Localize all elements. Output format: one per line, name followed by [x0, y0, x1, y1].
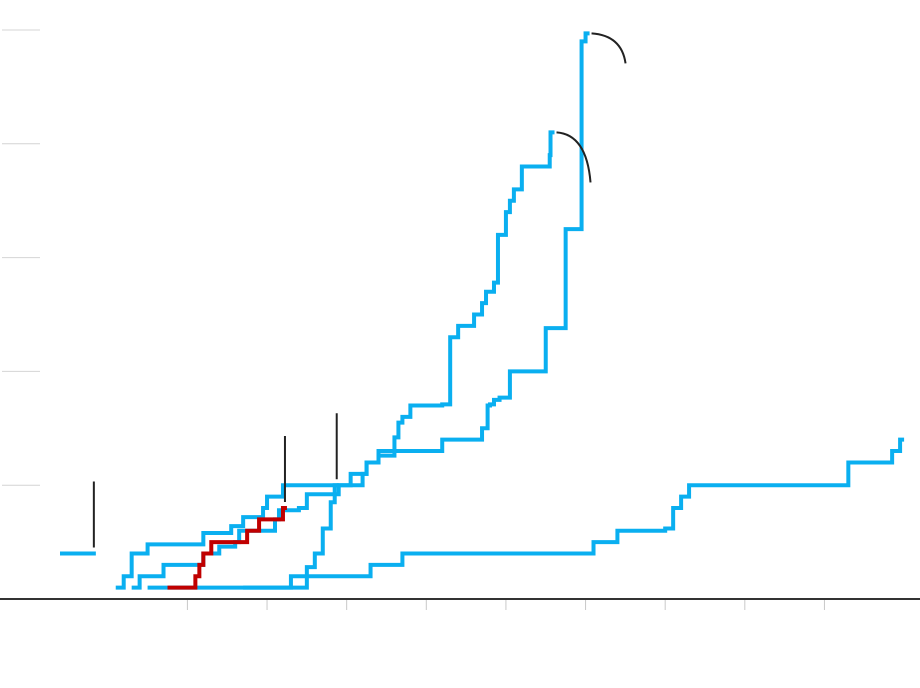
annotation-group [92, 32, 627, 548]
highlight-series-line [167, 505, 287, 590]
series-line-2 [131, 130, 555, 590]
annotation-curve-leader [556, 131, 592, 183]
series-line-3 [147, 483, 339, 590]
series-line-4 [243, 437, 905, 590]
series-line-1 [115, 31, 590, 590]
y-gridlines [2, 29, 40, 486]
x-axis-ticks [186, 600, 825, 610]
series-group [60, 31, 905, 590]
annotation-curve-leader [591, 32, 627, 64]
